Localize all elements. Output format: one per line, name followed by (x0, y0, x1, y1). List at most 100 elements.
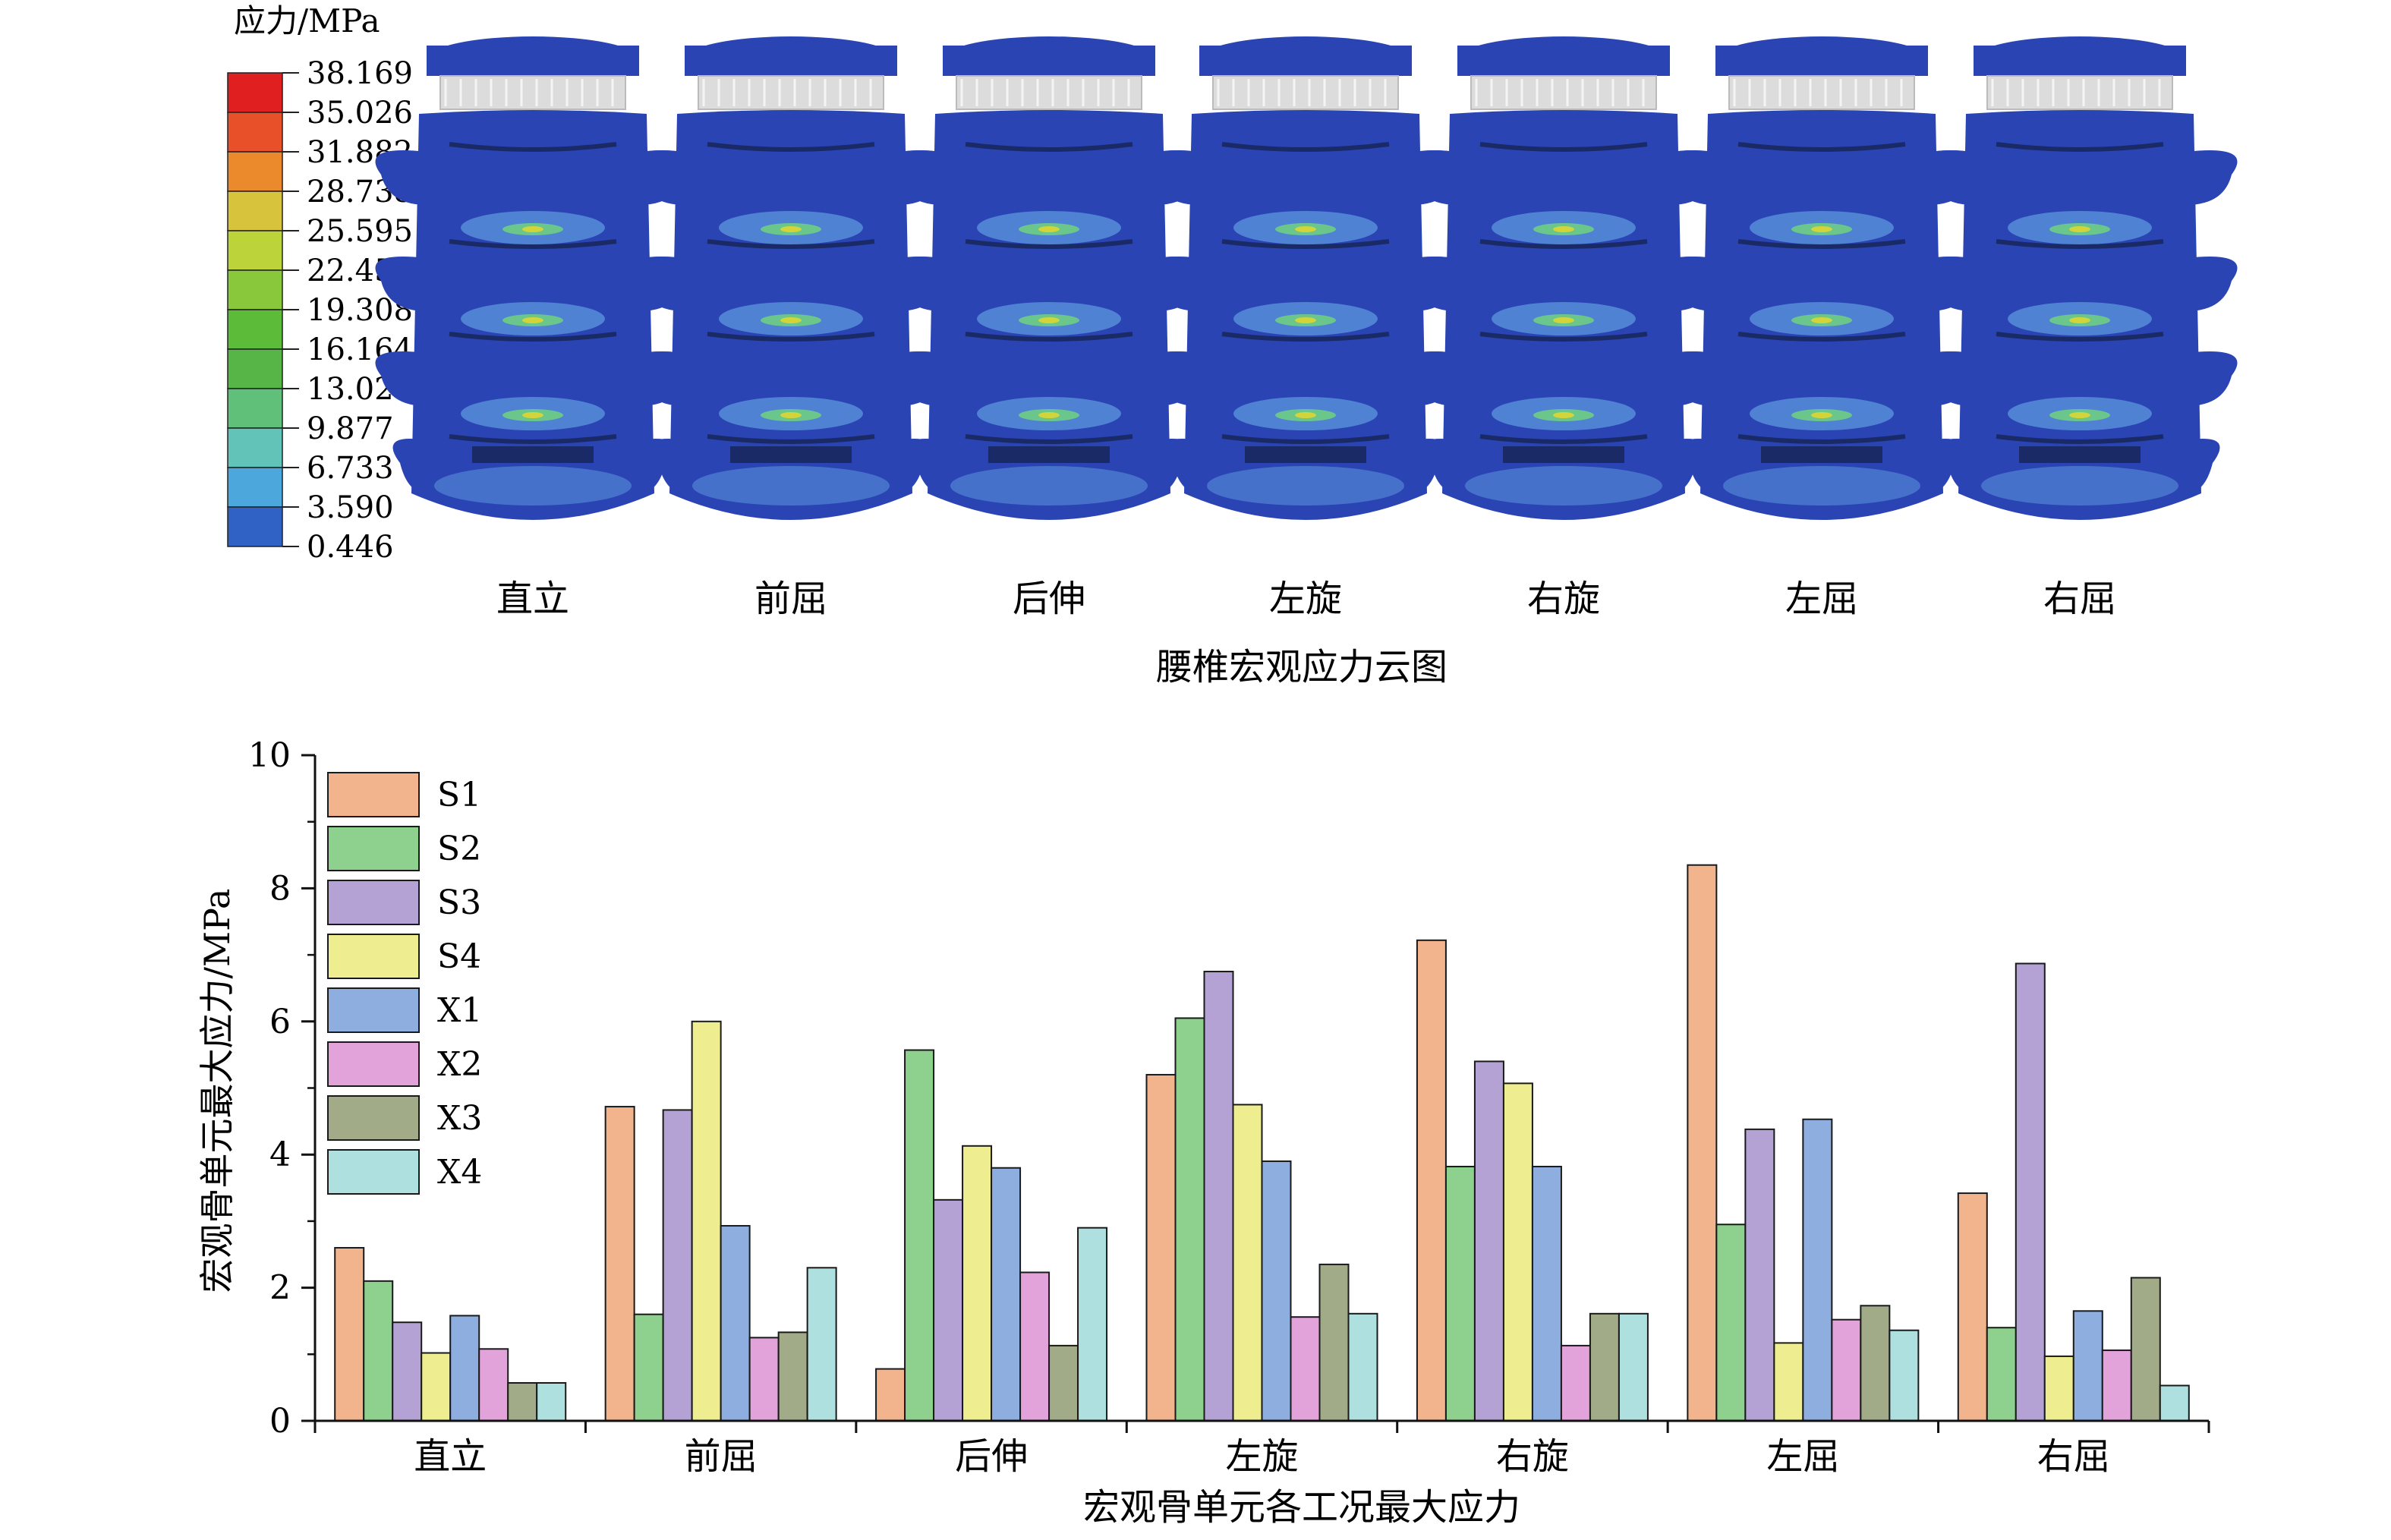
vertebra-gap (1737, 239, 1906, 249)
transverse-process-left (375, 150, 427, 205)
colorbar-level-label: 3.590 (307, 490, 394, 525)
stress-peak (1038, 317, 1060, 323)
transverse-process-left (1664, 257, 1715, 311)
vertebra-top-body (943, 46, 1155, 76)
transverse-process-left (633, 351, 685, 406)
vertebra-gap (1737, 332, 1906, 342)
transverse-process-left (633, 150, 685, 205)
x-tick-labels: 直立 前屈 后伸 左旋 右旋 左屈 右屈 (313, 1421, 2210, 1478)
colorbar-title: 应力/MPa (234, 2, 380, 39)
bar-x2 (2101, 1349, 2132, 1422)
bottom-gap (1761, 446, 1882, 463)
stress-peak (2069, 226, 2090, 232)
bottom-gap (472, 446, 594, 463)
colorbar-level-label: 25.595 (307, 214, 413, 249)
top-caption: 腰椎宏观应力云图 (1156, 646, 1448, 688)
transverse-process-right (2186, 150, 2238, 205)
bar-x2 (478, 1348, 509, 1422)
colorbar-swatch (227, 309, 283, 350)
bar-x4 (2159, 1384, 2190, 1422)
bar-x3 (1318, 1263, 1350, 1422)
bar-x3 (2130, 1277, 2161, 1422)
stress-peak (1811, 317, 1832, 323)
vertebra-gap (1221, 332, 1390, 342)
colorbar-swatch (227, 506, 283, 547)
colorbar-level-label: 35.026 (307, 96, 413, 131)
transverse-process-left (375, 351, 427, 406)
vertebra-gap (1996, 142, 2164, 152)
colorbar-swatch (227, 269, 283, 310)
stress-peak (1811, 412, 1832, 418)
legend-label: X4 (437, 1153, 482, 1192)
spine-model (1664, 36, 1980, 520)
y-tick-label: 8 (269, 869, 291, 908)
x-axis-label: 宏观骨单元各工况最大应力 (1083, 1486, 1520, 1529)
posture-label: 后伸 (1013, 578, 1085, 620)
bar-x4 (806, 1267, 837, 1422)
transverse-process-right (2186, 257, 2238, 311)
bar-x2 (1831, 1318, 1862, 1422)
x-tick-label: 直立 (414, 1435, 487, 1478)
vertebra-gap (1221, 434, 1390, 444)
intervertebral-disc (1728, 75, 1915, 110)
legend-swatch-s2 (327, 826, 420, 871)
spine-renderings (375, 36, 2238, 520)
stress-peak (1295, 412, 1316, 418)
lower-stress-band (950, 466, 1148, 505)
intervertebral-disc (1986, 75, 2173, 110)
transverse-process-left (909, 439, 943, 493)
bar-s1 (1416, 939, 1447, 1422)
bar-x2 (748, 1337, 780, 1422)
transverse-process-left (1406, 150, 1457, 205)
vertebra-gap (1996, 434, 2164, 444)
vertebra-gap (449, 142, 617, 152)
bar-x4 (536, 1382, 567, 1422)
colorbar-swatch (227, 230, 283, 271)
vertebra-top-body (1199, 46, 1412, 76)
bar-s1 (1687, 864, 1718, 1422)
bar-s4 (1773, 1342, 1804, 1422)
vertebra-gap (707, 332, 875, 342)
transverse-process-right (2186, 439, 2220, 493)
vertebra-gap (449, 239, 617, 249)
transverse-process-right (2186, 351, 2238, 406)
intervertebral-disc (439, 75, 626, 110)
vertebra-gap (1479, 332, 1648, 342)
legend-label: S2 (437, 830, 481, 868)
vertebra-gap (707, 434, 875, 444)
bar-s3 (933, 1198, 964, 1422)
x-tick-label: 左屈 (1766, 1435, 1839, 1478)
legend-swatch-x4 (327, 1149, 420, 1195)
legend-label: X1 (437, 991, 482, 1030)
intervertebral-disc (698, 75, 884, 110)
vertebra-gap (1737, 142, 1906, 152)
bottom-gap (730, 446, 852, 463)
transverse-process-left (375, 257, 427, 311)
bar-x2 (1560, 1344, 1591, 1422)
bar-s2 (904, 1049, 935, 1422)
transverse-process-left (891, 150, 943, 205)
stress-peak (1295, 226, 1316, 232)
y-tick-label: 2 (269, 1269, 291, 1308)
stress-peak (780, 412, 802, 418)
bar-s3 (392, 1321, 423, 1422)
transverse-process-left (1165, 439, 1199, 493)
bar-s1 (1957, 1192, 1988, 1422)
vertebra-top-body (1457, 46, 1670, 76)
bar-x2 (1019, 1271, 1051, 1422)
legend-swatch-s4 (327, 934, 420, 979)
transverse-process-left (891, 351, 943, 406)
colorbar-level-label: 9.877 (307, 411, 394, 446)
colorbar-swatch (227, 72, 283, 113)
y-tick-label: 0 (269, 1402, 291, 1441)
bar-s1 (875, 1368, 906, 1422)
bar-s4 (421, 1352, 452, 1422)
stress-peak (1811, 226, 1832, 232)
bar-s1 (604, 1106, 635, 1422)
y-tick-label: 10 (248, 736, 291, 775)
x-tick-label: 后伸 (955, 1435, 1028, 1478)
legend-swatch-x3 (327, 1095, 420, 1141)
stress-peak (1038, 226, 1060, 232)
transverse-process-left (1406, 351, 1457, 406)
posture-label: 直立 (496, 578, 569, 620)
